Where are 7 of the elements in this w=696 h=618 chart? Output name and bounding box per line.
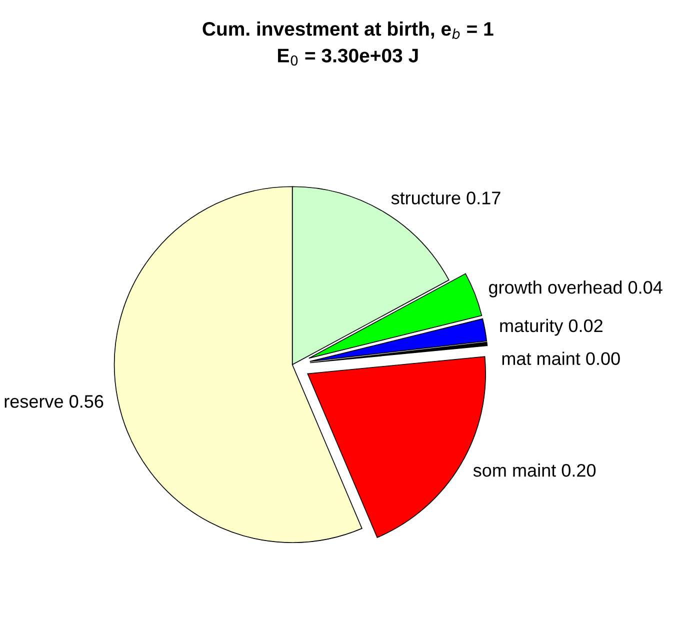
slice-label: som maint 0.20	[473, 464, 596, 477]
chart-title: Cum. investment at birth, e$_{b}$ = 1 E$_{0}$ = 3.30e+03 J	[202, 22, 494, 66]
slice-label: maturity 0.02	[500, 318, 602, 336]
slice-label: mat maint 0.00	[502, 352, 620, 366]
slice-label: growth overhead 0.04	[488, 280, 662, 298]
slice-label: structure 0.17	[391, 192, 500, 204]
slice-label: reserve 0.56	[4, 395, 104, 408]
